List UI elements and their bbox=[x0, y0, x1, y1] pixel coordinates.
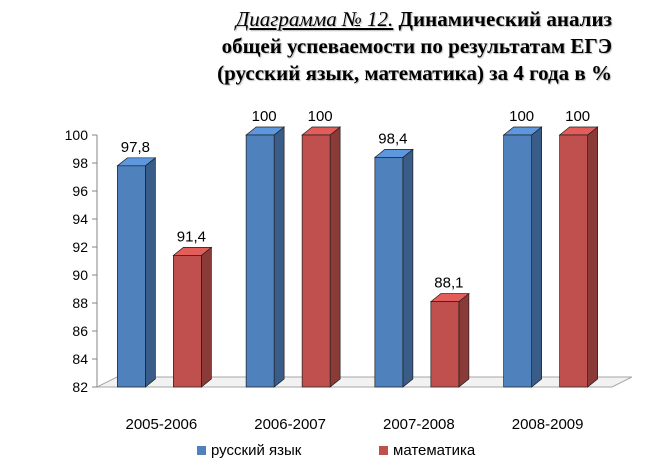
bar-side bbox=[587, 126, 598, 388]
data-label: 100 bbox=[509, 108, 534, 125]
bar bbox=[503, 134, 532, 388]
y-tick-label: 96 bbox=[72, 183, 88, 199]
title-line-1: Динамический анализ bbox=[398, 7, 612, 31]
y-tick-label: 100 bbox=[65, 127, 89, 143]
bar-side bbox=[145, 157, 156, 388]
y-tick-label: 84 bbox=[72, 351, 88, 367]
bar bbox=[245, 134, 275, 388]
chart-bars bbox=[116, 126, 599, 388]
bar bbox=[430, 301, 460, 388]
legend-label: русский язык bbox=[211, 442, 302, 459]
bar bbox=[374, 157, 404, 388]
bar-side bbox=[201, 246, 212, 388]
title-line-3: (русский язык, математика) за 4 года в % bbox=[217, 61, 612, 85]
title-line-2: общей успеваемости по результатам ЕГЭ bbox=[221, 34, 612, 58]
category-label: 2007-2008 bbox=[383, 416, 455, 433]
category-label: 2008-2009 bbox=[512, 416, 584, 433]
chart-labels: 97,8 91,4 2005-2006 100 100 2006-2007 98,4 88,1… bbox=[121, 108, 590, 433]
data-label: 91,4 bbox=[177, 228, 206, 245]
bar bbox=[559, 134, 588, 388]
chart-legend: русский язык математика bbox=[197, 442, 476, 459]
y-tick-label: 98 bbox=[72, 155, 88, 171]
bar-side bbox=[531, 126, 542, 388]
data-label: 100 bbox=[308, 108, 333, 125]
data-label: 97,8 bbox=[121, 139, 150, 156]
legend-swatch bbox=[197, 446, 206, 455]
bar-side bbox=[458, 292, 470, 388]
bar-side bbox=[402, 148, 414, 388]
y-tick-label: 86 bbox=[72, 323, 88, 339]
y-tick-label: 90 bbox=[72, 267, 88, 283]
data-label: 100 bbox=[252, 108, 277, 125]
y-tick-label: 92 bbox=[72, 239, 88, 255]
bar-side bbox=[273, 126, 285, 388]
diagram-number: Диаграмма № 12. bbox=[235, 7, 394, 31]
bar bbox=[173, 255, 202, 388]
category-label: 2005-2006 bbox=[126, 416, 198, 433]
bar bbox=[117, 165, 146, 388]
chart-title: Диаграмма № 12. Динамический анализ обще… bbox=[217, 6, 612, 87]
data-label: 98,4 bbox=[378, 130, 407, 147]
legend-swatch bbox=[379, 446, 388, 455]
data-label: 100 bbox=[565, 108, 590, 125]
y-tick-label: 82 bbox=[72, 379, 88, 395]
category-label: 2006-2007 bbox=[254, 416, 326, 433]
y-tick-label: 88 bbox=[72, 295, 88, 311]
y-tick-label: 94 bbox=[72, 211, 88, 227]
legend-label: математика bbox=[393, 442, 476, 459]
bar-side bbox=[329, 126, 341, 388]
bar bbox=[301, 134, 331, 388]
data-label: 88,1 bbox=[434, 275, 463, 292]
